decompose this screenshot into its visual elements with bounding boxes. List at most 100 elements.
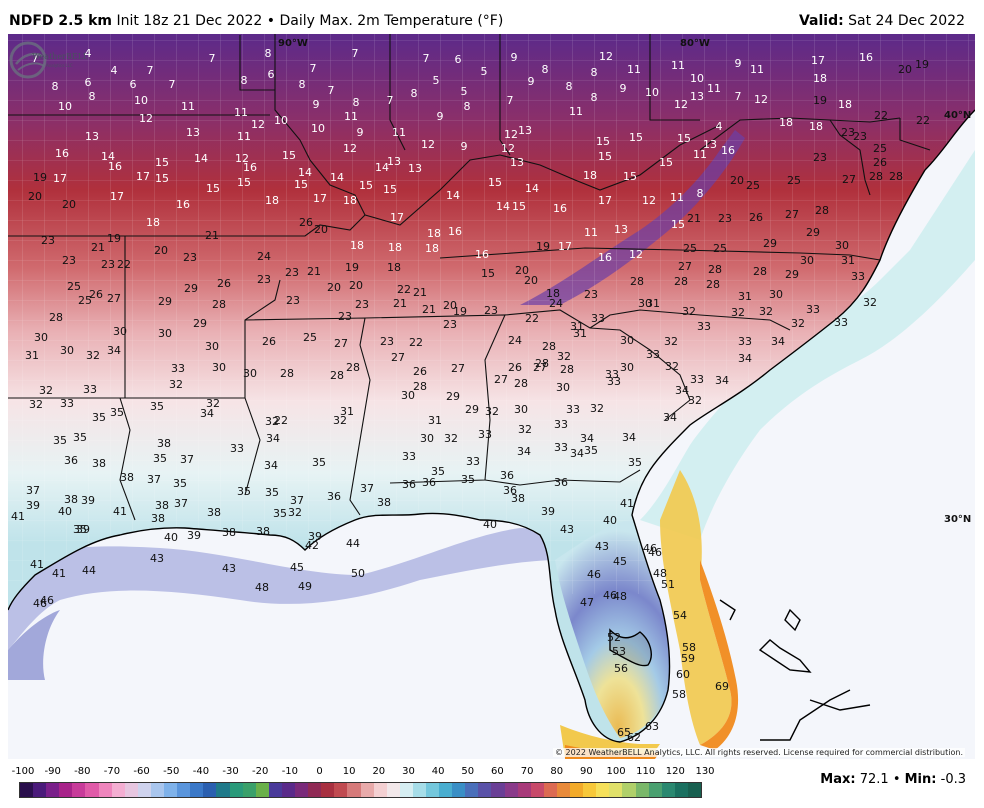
temperature-label: 13 bbox=[387, 155, 401, 168]
atlantic-gulfstream bbox=[700, 560, 739, 750]
temperature-label: 34 bbox=[622, 431, 636, 444]
temperature-label: 15 bbox=[359, 179, 373, 192]
temperature-label: 17 bbox=[136, 170, 150, 183]
temperature-label: 17 bbox=[53, 172, 67, 185]
temperature-label: 38 bbox=[157, 437, 171, 450]
colorbar-swatch bbox=[622, 783, 637, 797]
colorbar-tick: 80 bbox=[550, 766, 564, 777]
temperature-label: 29 bbox=[785, 268, 799, 281]
temperature-label: 7 bbox=[387, 94, 394, 107]
temperature-label: 28 bbox=[49, 311, 63, 324]
temperature-label: 30 bbox=[205, 340, 219, 353]
temperature-label: 15 bbox=[155, 172, 169, 185]
temperature-label: 22 bbox=[916, 114, 930, 127]
colorbar-swatch bbox=[452, 783, 466, 797]
temperature-label: 33 bbox=[851, 270, 865, 283]
colorbar-swatch bbox=[308, 783, 322, 797]
temperature-label: 35 bbox=[461, 473, 475, 486]
temperature-label: 11 bbox=[584, 226, 598, 239]
temperature-label: 32 bbox=[731, 306, 745, 319]
temperature-label: 26 bbox=[89, 288, 103, 301]
temperature-label: 46 bbox=[643, 542, 657, 555]
temperature-label: 43 bbox=[222, 562, 236, 575]
temperature-label: 33 bbox=[554, 441, 568, 454]
temperature-label: 14 bbox=[446, 189, 460, 202]
temperature-label: 16 bbox=[598, 251, 612, 264]
temperature-label: 17 bbox=[313, 192, 327, 205]
temperature-label: 12 bbox=[235, 152, 249, 165]
temperature-label: 28 bbox=[708, 263, 722, 276]
max-label: Max bbox=[820, 772, 851, 787]
temperature-label: 8 bbox=[697, 187, 704, 200]
temperature-label: 43 bbox=[560, 523, 574, 536]
temperature-label: 16 bbox=[243, 161, 257, 174]
map-header: NDFD 2.5 km Init 18z 21 Dec 2022 • Daily… bbox=[0, 0, 984, 34]
temperature-label: 24 bbox=[549, 297, 563, 310]
colorbar-swatch bbox=[439, 783, 453, 797]
temperature-label: 12 bbox=[642, 194, 656, 207]
temperature-label: 33 bbox=[738, 335, 752, 348]
temperature-label: 33 bbox=[171, 362, 185, 375]
temperature-label: 34 bbox=[771, 335, 785, 348]
temperature-label: 21 bbox=[91, 241, 105, 254]
temperature-label: 33 bbox=[466, 455, 480, 468]
temperature-label: 45 bbox=[613, 555, 627, 568]
temperature-label: 36 bbox=[503, 484, 517, 497]
temperature-label: 47 bbox=[580, 596, 594, 609]
temperature-label: 30 bbox=[113, 325, 127, 338]
colorbar-swatch bbox=[229, 783, 244, 797]
temperature-label: 39 bbox=[26, 499, 40, 512]
temperature-label: 11 bbox=[234, 106, 248, 119]
temperature-label: 20 bbox=[62, 198, 76, 211]
temperature-label: 38 bbox=[207, 506, 221, 519]
temperature-label: 14 bbox=[330, 171, 344, 184]
coastline bbox=[8, 109, 975, 743]
temperature-label: 29 bbox=[184, 282, 198, 295]
temperature-label: 22 bbox=[397, 283, 411, 296]
temperature-label: 13 bbox=[408, 162, 422, 175]
temperature-label: 30 bbox=[556, 381, 570, 394]
temperature-label: 34 bbox=[675, 384, 689, 397]
colorbar-swatch bbox=[281, 783, 296, 797]
temperature-label: 18 bbox=[387, 261, 401, 274]
temperature-label: 12 bbox=[501, 142, 515, 155]
temperature-label: 37 bbox=[290, 494, 304, 507]
temperature-label: 25 bbox=[873, 142, 887, 155]
temperature-label: 18 bbox=[809, 120, 823, 133]
temperature-label: 35 bbox=[73, 431, 87, 444]
temperature-label: 35 bbox=[628, 456, 642, 469]
temperature-label: 26 bbox=[262, 335, 276, 348]
temperature-label: 35 bbox=[153, 452, 167, 465]
temperature-label: 40 bbox=[483, 518, 497, 531]
colorbar-tick: 40 bbox=[431, 766, 445, 777]
map-stats: Max: 72.1 • Min: -0.3 bbox=[820, 772, 966, 787]
temperature-label: 28 bbox=[815, 204, 829, 217]
colorbar-swatch bbox=[98, 783, 113, 797]
temperature-map[interactable]: 7 4 4 7 7 6 6 7 8 6 8 7 8 7 7 8 10 8 10 11 12 13 11 12 10 9 8 7 8 5 5 7… bbox=[8, 34, 975, 759]
temperature-label: 33 bbox=[806, 303, 820, 316]
temperature-label: 7 bbox=[209, 52, 216, 65]
temperature-label: 46 bbox=[648, 546, 662, 559]
temperature-label: 46 bbox=[603, 589, 617, 602]
temperature-label: 23 bbox=[484, 304, 498, 317]
colorbar-swatch bbox=[334, 783, 348, 797]
temperature-label: 37 bbox=[26, 484, 40, 497]
temperature-label: 48 bbox=[613, 590, 627, 603]
temperature-label: 34 bbox=[264, 459, 278, 472]
temperature-label: 15 bbox=[671, 218, 685, 231]
colorbar-swatch bbox=[530, 783, 545, 797]
temperature-label: 33 bbox=[646, 348, 660, 361]
temperature-label: 19 bbox=[915, 58, 929, 71]
temperature-label: 10 bbox=[274, 114, 288, 127]
temperature-label: 14 bbox=[194, 152, 208, 165]
colorbar-swatch bbox=[124, 783, 139, 797]
temperature-label: 27 bbox=[842, 173, 856, 186]
temperature-label: 32 bbox=[791, 317, 805, 330]
colorbar-tick: 100 bbox=[606, 766, 626, 777]
temperature-label: 52 bbox=[607, 631, 621, 644]
temperature-label: 14 bbox=[298, 166, 312, 179]
temperature-label: 37 bbox=[147, 473, 161, 486]
colorbar-swatch bbox=[491, 783, 506, 797]
temperature-label: 39 bbox=[308, 530, 322, 543]
temperature-label: 38 bbox=[92, 457, 106, 470]
